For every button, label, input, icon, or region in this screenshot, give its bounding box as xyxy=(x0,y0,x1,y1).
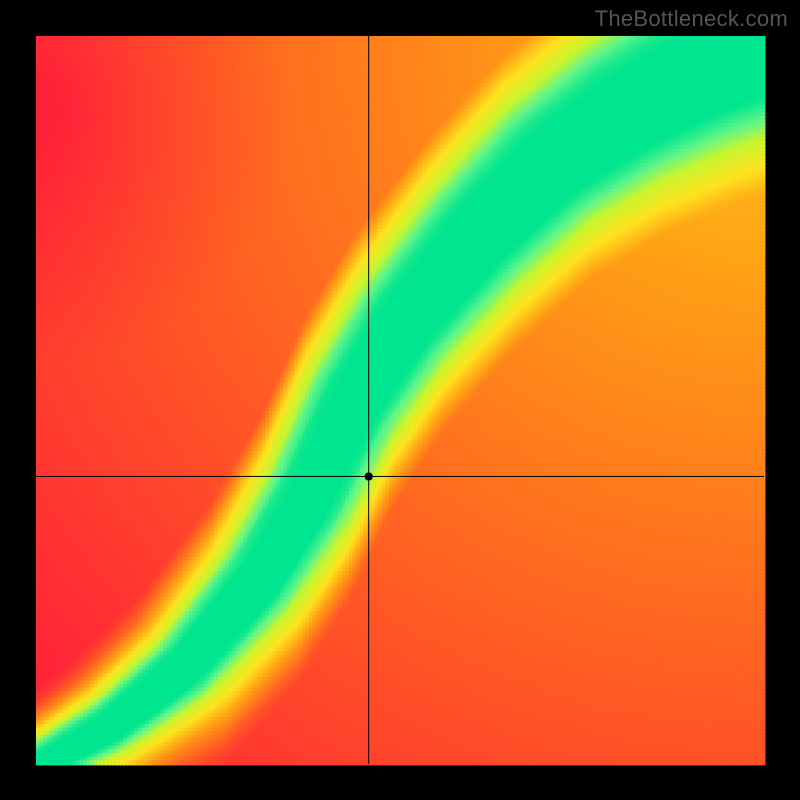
chart-container: TheBottleneck.com xyxy=(0,0,800,800)
heatmap-canvas xyxy=(0,0,800,800)
watermark-text: TheBottleneck.com xyxy=(595,6,788,32)
